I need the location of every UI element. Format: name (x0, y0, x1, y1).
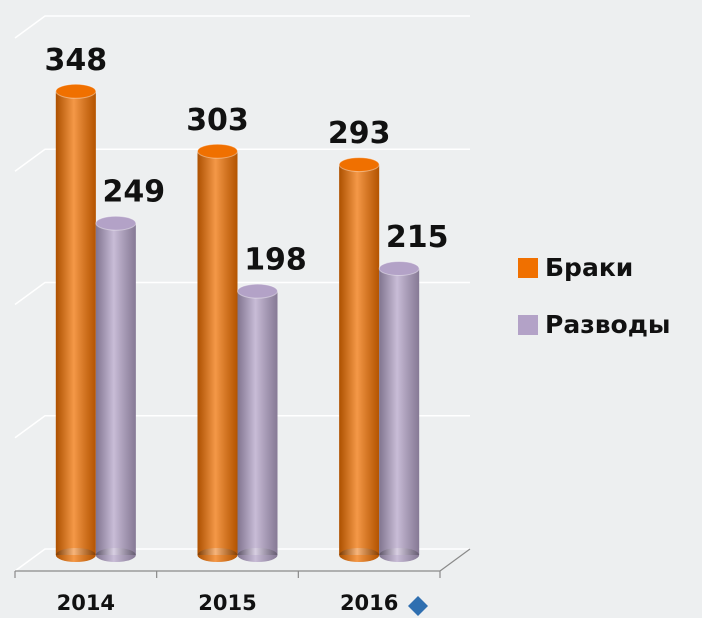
bar-shade (197, 151, 238, 555)
bar-base-shade (55, 548, 96, 562)
grid-line (14, 415, 470, 439)
bar-top (237, 283, 278, 299)
bar-top (55, 83, 97, 99)
x-tick-label: 2014 (57, 591, 115, 615)
bar-shade (95, 223, 136, 555)
data-label: 348 (45, 43, 108, 78)
bar-top (197, 143, 238, 159)
bar-shade (379, 268, 420, 555)
data-label: 198 (244, 243, 307, 278)
x-tick-label: 2015 (198, 591, 256, 615)
grid-line (14, 281, 470, 306)
bar-base-shade (339, 548, 380, 562)
bar-base-shade (95, 548, 136, 562)
grid-line (14, 15, 470, 39)
x-tick-label: 2016 (340, 591, 398, 615)
bar-base-shade (379, 548, 420, 562)
legend-swatch (518, 258, 538, 278)
bar-top (378, 261, 420, 277)
grid-line (14, 548, 470, 572)
data-label: 293 (328, 116, 391, 151)
bar-top (95, 215, 137, 231)
grid-line (14, 148, 470, 172)
bar-shade (237, 291, 278, 555)
data-label: 249 (103, 175, 166, 210)
data-label: 303 (186, 103, 249, 138)
bar-shade (55, 91, 96, 555)
floor-edge (439, 548, 471, 572)
legend-swatch (518, 315, 538, 335)
bar-shade (339, 164, 380, 555)
decoration (408, 596, 428, 616)
bar-top (338, 157, 380, 173)
legend-label: Браки (545, 253, 633, 282)
bar-base-shade (237, 548, 278, 562)
legend-label: Разводы (545, 310, 671, 339)
data-label: 215 (386, 220, 449, 255)
bar-base-shade (197, 548, 238, 562)
